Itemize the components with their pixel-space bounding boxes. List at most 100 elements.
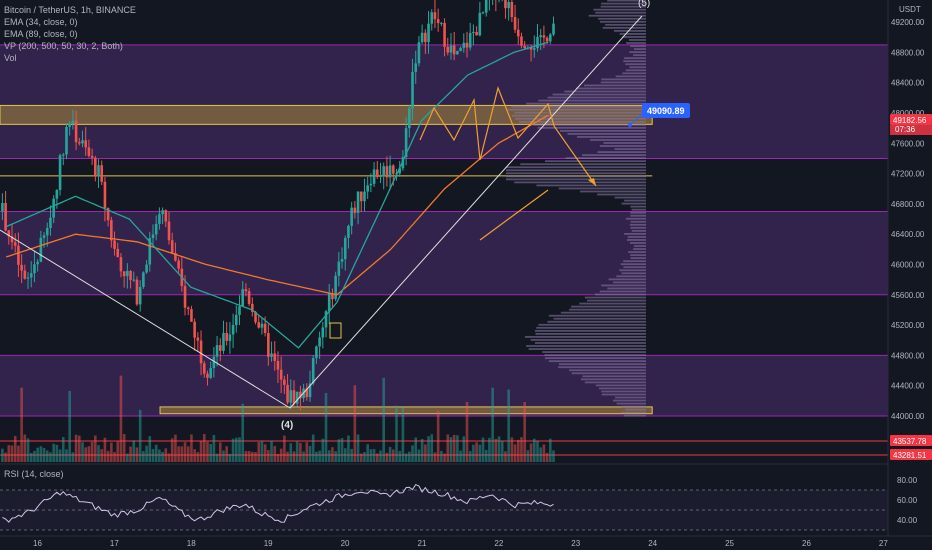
- candle-body: [257, 322, 261, 328]
- vp-bar: [625, 217, 646, 220]
- volume-bar: [49, 452, 52, 462]
- candle-body: [218, 345, 222, 351]
- current-price-label: 49182.56: [893, 116, 927, 125]
- volume-bar: [244, 451, 248, 462]
- vp-bar: [614, 196, 646, 199]
- volume-bar: [430, 434, 434, 462]
- volume-bar: [408, 451, 411, 462]
- candle-body: [196, 337, 200, 341]
- candle-body: [1, 203, 4, 212]
- legend-vol[interactable]: Vol: [4, 53, 17, 63]
- vp-bar: [594, 293, 646, 296]
- vp-bar: [526, 345, 646, 347]
- vp-bar: [600, 81, 646, 84]
- candle-body: [456, 51, 459, 55]
- candle-body: [71, 120, 75, 125]
- volume-bar: [199, 440, 203, 462]
- candle-body: [142, 272, 145, 287]
- volume-bar: [154, 444, 158, 462]
- volume-bar: [382, 377, 385, 462]
- vp-bar: [619, 33, 646, 35]
- candle-body: [449, 45, 453, 53]
- vp-bar: [582, 375, 646, 378]
- volume-bar: [545, 452, 549, 462]
- vp-bar: [520, 163, 646, 166]
- candle-body: [408, 108, 411, 129]
- candle-body: [532, 48, 536, 50]
- candle-body: [337, 261, 341, 276]
- price-tick-label: 48400.00: [891, 79, 925, 88]
- candle-body: [10, 236, 14, 243]
- candle-body: [241, 289, 245, 307]
- candle-body: [283, 379, 286, 385]
- vp-bar: [622, 72, 646, 75]
- vp-bar: [626, 42, 646, 44]
- legend-ema34[interactable]: EMA (34, close, 0): [4, 17, 78, 27]
- volume-bar: [225, 446, 228, 462]
- vp-bar: [625, 69, 646, 72]
- candle-body: [276, 360, 280, 370]
- volume-bar: [103, 437, 107, 462]
- candle-body: [385, 166, 389, 178]
- volume-bar: [468, 451, 472, 462]
- price-callout: 49090.89: [647, 106, 685, 116]
- candle-body: [251, 303, 254, 312]
- volume-bar: [331, 447, 334, 462]
- candle-body: [321, 327, 325, 338]
- candle-body: [289, 390, 293, 403]
- volume-bar: [161, 451, 164, 462]
- volume-bar: [126, 453, 129, 462]
- volume-bar: [55, 444, 59, 462]
- volume-bar: [359, 453, 363, 462]
- candle-body: [324, 311, 328, 328]
- candle-body: [202, 363, 206, 374]
- vp-bar: [548, 314, 646, 317]
- candle-body: [29, 273, 33, 278]
- volume-bar: [292, 451, 296, 462]
- volume-bar: [497, 436, 501, 462]
- candle-body: [212, 356, 216, 369]
- rsi-tick-label: 80.00: [897, 476, 918, 485]
- candle-body: [135, 279, 139, 305]
- wave-label-bottom: (4): [281, 420, 293, 431]
- candle-body: [504, 0, 507, 9]
- vp-bar: [580, 190, 646, 193]
- volume-bar: [520, 437, 523, 462]
- volume-bar: [283, 435, 286, 462]
- volume-bar: [122, 434, 126, 462]
- vp-bar: [534, 329, 646, 332]
- volume-bar: [446, 434, 450, 462]
- candle-body: [350, 207, 353, 226]
- current-price-label-bg: [890, 114, 932, 125]
- time-tick-label: 26: [802, 539, 811, 548]
- volume-bar: [363, 452, 366, 462]
- candle-body: [507, 2, 510, 9]
- time-tick-label: 24: [648, 539, 657, 548]
- volume-bar: [401, 407, 405, 462]
- volume-bar: [321, 438, 325, 462]
- volume-bar: [190, 434, 193, 462]
- candle-body: [183, 285, 187, 308]
- price-tick-label: 46000.00: [891, 261, 925, 270]
- volume-bar: [302, 451, 305, 462]
- symbol-title[interactable]: Bitcoin / TetherUS, 1h, BINANCE: [4, 5, 136, 15]
- indicator-legend: Bitcoin / TetherUS, 1h, BINANCE EMA (34,…: [4, 4, 136, 64]
- vp-bar: [614, 29, 646, 32]
- legend-vp[interactable]: VP (200, 500, 50, 30, 2, Both): [4, 41, 123, 51]
- volume-bar: [388, 447, 392, 462]
- volume-bar: [356, 434, 360, 462]
- candle-body: [154, 223, 158, 235]
- volume-bar: [13, 435, 17, 462]
- candle-body: [215, 345, 219, 357]
- volume-bar: [523, 402, 526, 462]
- candle-body: [209, 368, 212, 378]
- vp-bar: [629, 242, 646, 244]
- candle-body: [61, 154, 65, 156]
- volume-bar: [228, 453, 232, 462]
- vp-bar: [580, 378, 646, 381]
- volume-bar: [539, 447, 542, 462]
- volume-bar: [26, 438, 30, 462]
- legend-ema89[interactable]: EMA (89, close, 0): [4, 29, 78, 39]
- rsi-legend[interactable]: RSI (14, close): [4, 469, 64, 479]
